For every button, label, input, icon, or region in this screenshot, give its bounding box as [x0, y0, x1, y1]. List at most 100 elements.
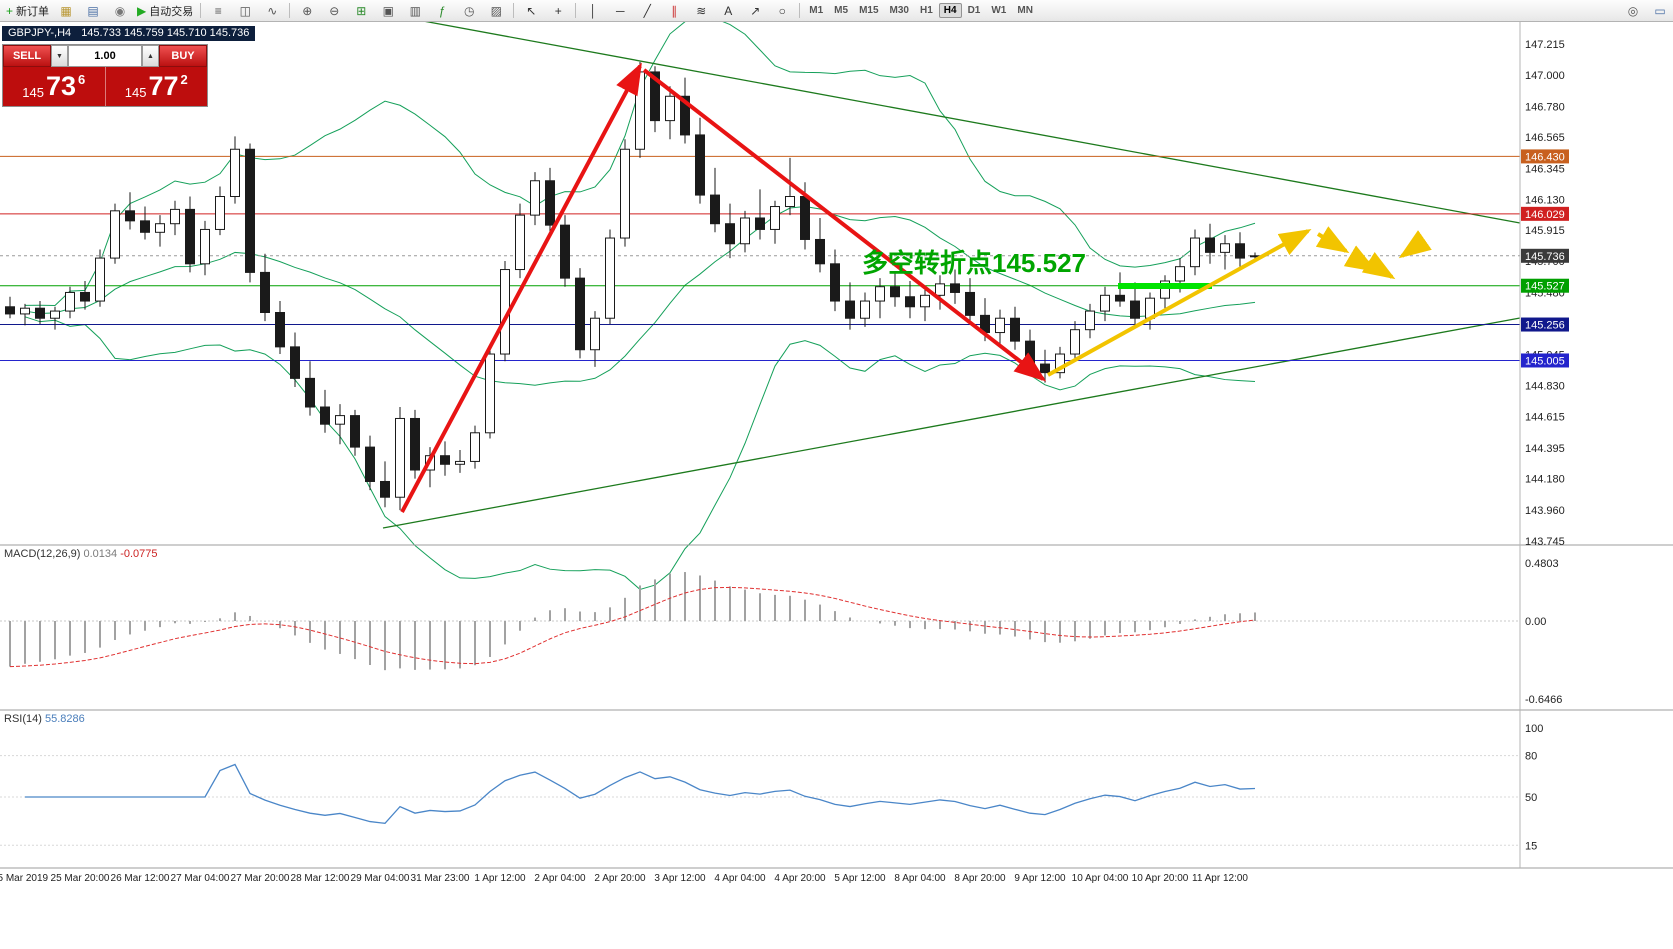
candle-body — [695, 134, 705, 196]
sell-price[interactable]: 145 73 6 — [3, 67, 105, 106]
candlestick-chart-button[interactable]: ◫ — [232, 1, 258, 21]
new-order-icon: + — [6, 3, 14, 18]
candle-body — [785, 196, 795, 208]
templates-button[interactable]: ▨ — [483, 1, 509, 21]
cascade-windows-button[interactable]: ▥ — [402, 1, 428, 21]
data-window-button[interactable]: ◉ — [107, 1, 133, 21]
sell-button[interactable]: SELL — [3, 45, 51, 67]
turning-point-annotation[interactable]: 多空转折点145.527 — [862, 248, 1086, 278]
timeframe-m1-button[interactable]: M1 — [809, 5, 824, 16]
toolbar-separator — [289, 3, 291, 18]
rsi-axis-label: 80 — [1525, 751, 1537, 763]
time-axis-label: 3 Apr 12:00 — [654, 873, 706, 884]
crosshair-button[interactable]: + — [545, 1, 571, 21]
trendline-button[interactable]: ╱ — [634, 1, 660, 21]
yellow-projection-arrow-5[interactable] — [1398, 230, 1432, 259]
timeframe-d1-button[interactable]: D1 — [967, 5, 981, 16]
ascending-trendline[interactable] — [382, 317, 1521, 529]
candle-body — [1205, 237, 1215, 253]
community-button[interactable]: ▭ — [1647, 1, 1673, 21]
timeframe-mn-button[interactable]: MN — [1017, 5, 1033, 16]
toolbar: + 新订单 ▦ ▤ ◉ ▶ 自动交易 ≡ ◫ ∿ ⊕ ⊖ ⊞ ▣ ▥ ƒ ◷ ▨ ↖ + │ ─ ╱ ∥ ≋ A ↗ ○ M1 M5 M15… — [0, 0, 1673, 22]
fibonacci-button[interactable]: ≋ — [688, 1, 714, 21]
candle-body — [575, 277, 585, 351]
templates-icon: ▨ — [490, 3, 502, 18]
horizontal-line-button[interactable]: ─ — [607, 1, 633, 21]
price-level-box — [1521, 353, 1569, 368]
profiles-button[interactable]: ▤ — [80, 1, 106, 21]
line-chart-button[interactable]: ∿ — [259, 1, 285, 21]
timeframe-h1-button[interactable]: H1 — [919, 5, 933, 16]
timeframe-m30-button[interactable]: M30 — [889, 5, 909, 16]
candle-body — [470, 432, 480, 462]
candle-body — [935, 283, 945, 296]
zoom-out-button[interactable]: ⊖ — [321, 1, 347, 21]
zoom-in-icon: ⊕ — [302, 3, 313, 18]
time-axis-label: 25 Mar 20:00 — [51, 873, 110, 884]
buy-button[interactable]: BUY — [159, 45, 207, 67]
yellow-projection-arrow-4[interactable] — [1361, 251, 1396, 280]
buy-price-sup: 2 — [180, 72, 188, 87]
timeframe-h4-button[interactable]: H4 — [938, 3, 962, 18]
buy-price-big: 77 — [148, 71, 179, 101]
timeframe-m5-button[interactable]: M5 — [834, 5, 849, 16]
channel-button[interactable]: ∥ — [661, 1, 687, 21]
candle-body — [440, 455, 450, 465]
periods-button[interactable]: ◷ — [456, 1, 482, 21]
time-axis-label: 1 Apr 12:00 — [474, 873, 526, 884]
tile-windows-button[interactable]: ▣ — [375, 1, 401, 21]
volume-decrease-button[interactable]: ▼ — [51, 45, 68, 67]
cascade-windows-icon: ▥ — [409, 3, 421, 18]
red-trend-arrow-1[interactable] — [400, 62, 642, 513]
auto-trading-button[interactable]: ▶ 自动交易 — [134, 1, 196, 21]
candle-body — [860, 300, 870, 319]
zoom-in-button[interactable]: ⊕ — [294, 1, 320, 21]
search-button[interactable]: ◎ — [1620, 1, 1646, 21]
candle-body — [800, 196, 810, 240]
price-tick-label: 143.960 — [1525, 505, 1565, 517]
price-level-box — [1521, 317, 1569, 332]
candle-body — [1220, 243, 1230, 253]
cursor-button[interactable]: ↖ — [518, 1, 544, 21]
time-axis-label: 8 Apr 20:00 — [954, 873, 1006, 884]
timeframe-w1-button[interactable]: W1 — [991, 5, 1007, 16]
timeframe-m15-button[interactable]: M15 — [859, 5, 879, 16]
buy-price[interactable]: 145 77 2 — [106, 67, 208, 106]
candle-body — [620, 148, 630, 239]
time-axis-label: 10 Apr 04:00 — [1072, 873, 1129, 884]
bar-chart-button[interactable]: ≡ — [205, 1, 231, 21]
zoom-out-icon: ⊖ — [329, 3, 340, 18]
candle-body — [1040, 363, 1050, 374]
time-axis-label: 31 Mar 23:00 — [411, 873, 470, 884]
data-window-icon: ◉ — [114, 3, 126, 18]
macd-axis-label: 0.4803 — [1525, 558, 1559, 570]
horizontal-line-icon: ─ — [615, 3, 625, 18]
shapes-button[interactable]: ○ — [769, 1, 795, 21]
chart-window-button[interactable]: ▦ — [53, 1, 79, 21]
volume-increase-button[interactable]: ▲ — [142, 45, 159, 67]
candle-body — [95, 257, 105, 302]
volume-input[interactable] — [68, 45, 142, 67]
new-order-button[interactable]: + 新订单 — [3, 1, 52, 21]
candle-body — [890, 286, 900, 298]
candle-body — [515, 214, 525, 271]
time-axis-label: 8 Apr 04:00 — [894, 873, 946, 884]
vertical-line-button[interactable]: │ — [580, 1, 606, 21]
candle-body — [605, 237, 615, 319]
price-level-box-label: 145.527 — [1525, 281, 1565, 293]
arrows-button[interactable]: ↗ — [742, 1, 768, 21]
yellow-projection-arrow-2[interactable] — [1315, 226, 1350, 254]
price-tick-label: 144.615 — [1525, 411, 1565, 423]
one-click-trading-panel: SELL ▼ ▲ BUY 145 73 6 145 77 2 — [2, 44, 208, 107]
candle-body — [845, 300, 855, 319]
indicators-button[interactable]: ƒ — [429, 1, 455, 21]
candle-body — [50, 310, 60, 319]
descending-trendline[interactable] — [308, 0, 1521, 224]
text-button[interactable]: A — [715, 1, 741, 21]
yellow-projection-arrow-1[interactable] — [1047, 229, 1312, 377]
auto-arrange-button[interactable]: ⊞ — [348, 1, 374, 21]
red-trend-arrow-2[interactable] — [642, 68, 1047, 382]
time-axis-label: 4 Apr 20:00 — [774, 873, 826, 884]
time-axis-label: 4 Apr 04:00 — [714, 873, 766, 884]
